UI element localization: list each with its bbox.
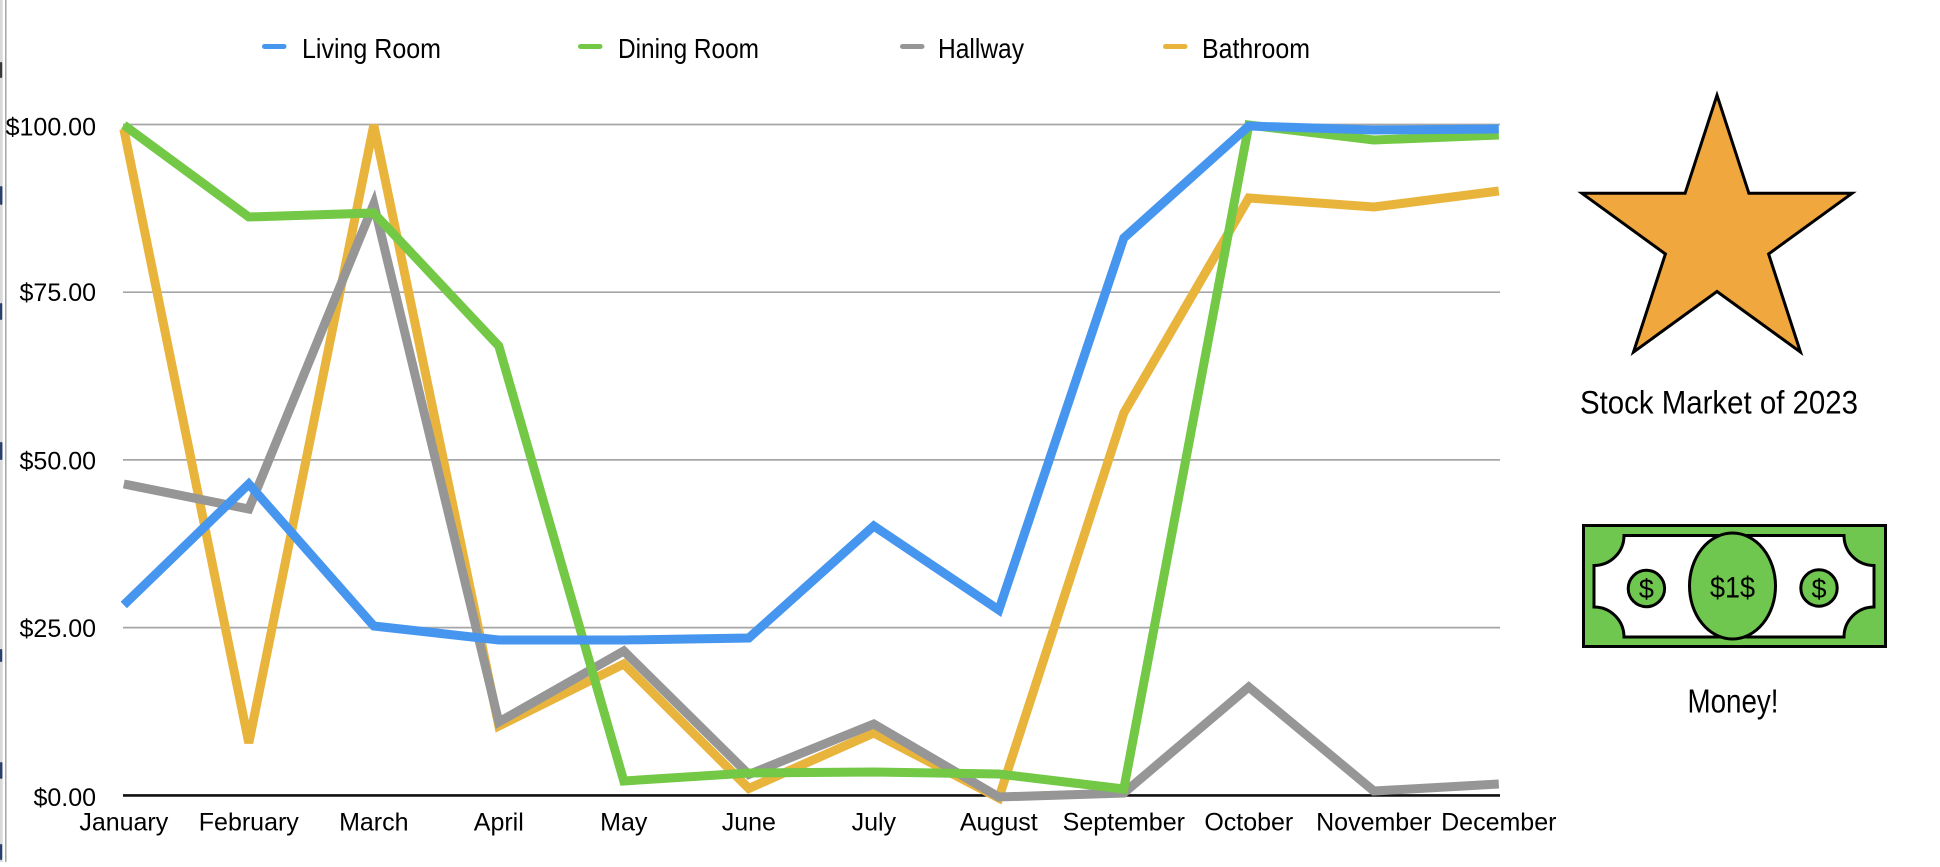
svg-text:$0.00: $0.00 [33,784,96,812]
svg-text:Living Room: Living Room [302,33,441,64]
svg-text:March: March [339,809,408,837]
svg-text:$50.00: $50.00 [20,448,96,476]
svg-text:June: June [722,809,776,837]
svg-text:May: May [600,809,648,837]
svg-text:$100.00: $100.00 [6,114,96,142]
svg-text:July: July [852,809,897,837]
svg-text:December: December [1441,809,1556,837]
svg-text:$: $ [1639,574,1654,604]
svg-text:Hallway: Hallway [938,33,1024,64]
svg-text:Stock Market of 2023: Stock Market of 2023 [1580,385,1858,421]
svg-text:Bathroom: Bathroom [1202,33,1310,64]
svg-text:April: April [474,809,524,837]
svg-text:November: November [1316,809,1431,837]
svg-text:January: January [79,809,168,837]
svg-text:$: $ [1811,574,1826,604]
svg-text:Dining Room: Dining Room [618,33,759,64]
svg-text:September: September [1063,809,1185,837]
svg-text:$1$: $1$ [1710,572,1755,605]
svg-text:August: August [960,809,1038,837]
svg-text:$75.00: $75.00 [20,279,96,307]
svg-text:$25.00: $25.00 [20,615,96,643]
svg-text:February: February [199,809,300,837]
svg-text:Money!: Money! [1688,683,1779,720]
svg-text:October: October [1204,809,1293,837]
